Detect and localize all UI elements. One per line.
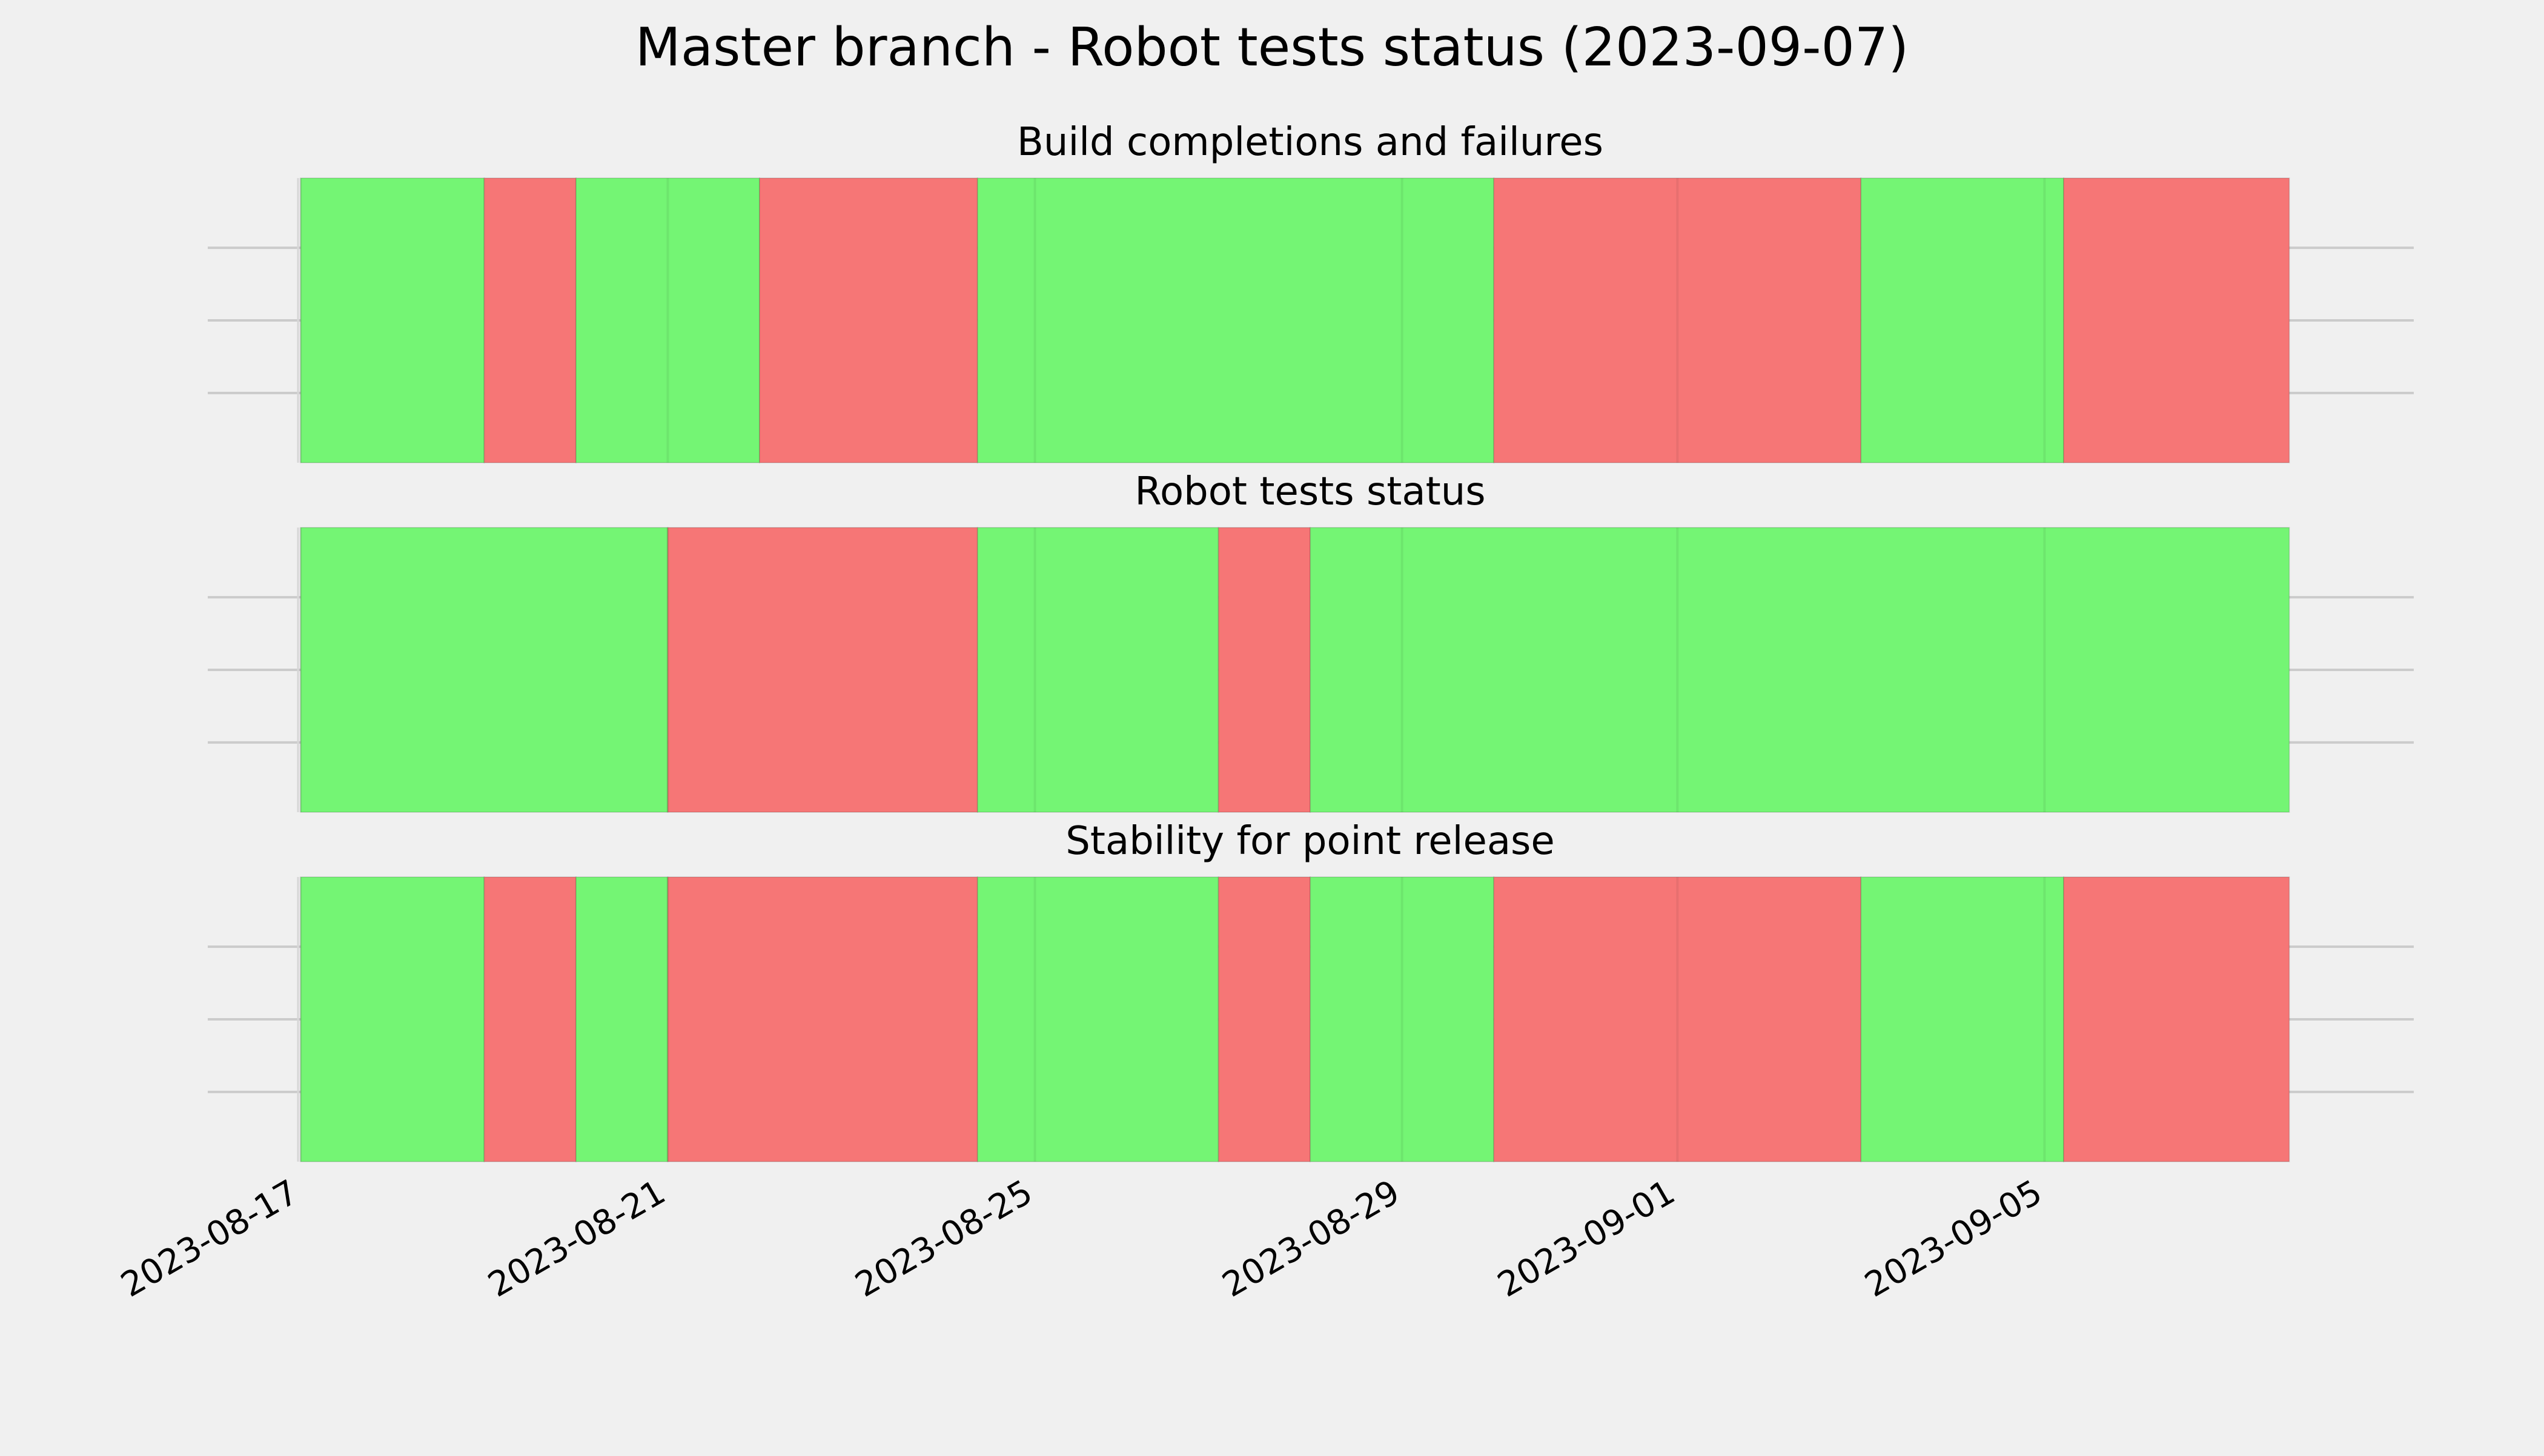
status-segment-fail — [1493, 876, 1862, 1162]
status-segment-pass — [575, 876, 669, 1162]
status-segment-fail — [2062, 177, 2290, 463]
status-segment-fail — [1493, 177, 1862, 463]
status-segment-pass — [300, 876, 485, 1162]
status-segment-fail — [1217, 527, 1311, 813]
timeline-panel: Stability for point release — [208, 819, 2414, 1162]
status-segment-pass — [1860, 177, 2064, 463]
status-segment-fail — [483, 876, 577, 1162]
timeline-panel: Robot tests status — [208, 469, 2414, 813]
status-segment-fail — [758, 177, 978, 463]
status-segment-pass — [300, 527, 669, 813]
status-segment-pass — [1310, 876, 1495, 1162]
status-segment-fail — [667, 876, 978, 1162]
panel-title: Robot tests status — [1135, 469, 1485, 514]
panel-title: Build completions and failures — [1017, 120, 1603, 165]
status-segment-pass — [300, 177, 485, 463]
status-segment-pass — [976, 876, 1219, 1162]
status-segment-pass — [1860, 876, 2064, 1162]
status-segment-pass — [976, 177, 1495, 463]
panel-title: Stability for point release — [1065, 819, 1555, 864]
status-segment-fail — [2062, 876, 2290, 1162]
status-segment-fail — [483, 177, 577, 463]
status-segment-fail — [1217, 876, 1311, 1162]
status-segment-fail — [667, 527, 978, 813]
chart-title: Master branch - Robot tests status (2023… — [635, 16, 1909, 78]
status-segment-pass — [575, 177, 760, 463]
status-segment-pass — [1310, 527, 2290, 813]
status-segment-pass — [976, 527, 1219, 813]
timeline-panel: Build completions and failures — [208, 120, 2414, 463]
panels-layer: Build completions and failures Robot test… — [208, 120, 2414, 1162]
